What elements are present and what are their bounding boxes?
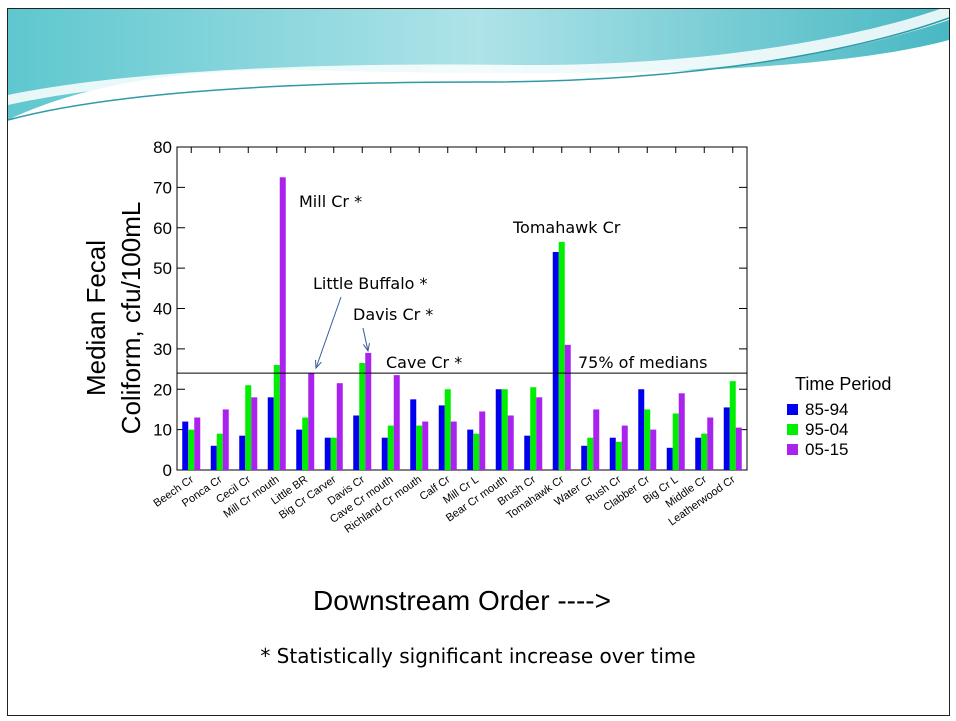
bar-95-04 <box>672 413 679 470</box>
bar-95-04 <box>701 433 708 470</box>
y-tick-label: 10 <box>153 421 172 440</box>
bar-05-15 <box>536 397 543 470</box>
bar-05-15 <box>194 417 201 470</box>
annotation-label: Mill Cr * <box>299 192 362 211</box>
y-axis-title-line1: Median Fecal <box>81 240 111 396</box>
bar-85-94 <box>296 429 303 470</box>
bar-85-94 <box>239 435 246 470</box>
bar-85-94 <box>438 405 445 470</box>
legend-item-label: 85-94 <box>805 400 848 419</box>
annotation-arrow <box>315 296 342 369</box>
plot-frame <box>176 146 748 471</box>
bar-85-94 <box>524 435 531 470</box>
bar-85-94 <box>609 437 616 470</box>
bar-95-04 <box>188 429 195 470</box>
bar-05-15 <box>251 397 258 470</box>
bar-85-94 <box>182 421 189 470</box>
annotation-label: Little Buffalo * <box>313 274 428 293</box>
annotation-arrow <box>362 327 369 352</box>
legend-item-label: 05-15 <box>805 440 848 459</box>
bar-05-15 <box>735 427 742 470</box>
bar-05-15 <box>621 425 628 470</box>
bar-85-94 <box>638 389 645 470</box>
footnote: * Statistically significant increase ove… <box>260 644 696 668</box>
bar-85-94 <box>495 389 502 470</box>
bar-05-15 <box>678 393 685 470</box>
bar-85-94 <box>581 445 588 470</box>
y-tick-label: 0 <box>163 461 172 480</box>
annotation-label: Cave Cr * <box>386 353 462 372</box>
bar-85-94 <box>467 429 474 470</box>
annotation-label: Tomahawk Cr <box>512 218 621 237</box>
bar-95-04 <box>444 389 451 470</box>
bar-85-94 <box>666 447 673 470</box>
bar-95-04 <box>558 241 565 470</box>
y-axis-title-line2: Coliform, cfu/100mL <box>116 202 146 435</box>
annotation-label: Davis Cr * <box>353 305 433 324</box>
legend-swatch <box>787 444 798 455</box>
y-tick-label: 80 <box>153 138 172 157</box>
bar-95-04 <box>302 417 309 470</box>
y-tick-label: 50 <box>153 259 172 278</box>
bar-85-94 <box>723 407 730 470</box>
y-tick-label: 40 <box>153 300 172 319</box>
bar-05-15 <box>308 373 315 470</box>
bar-05-15 <box>450 421 457 470</box>
bar-95-04 <box>273 365 280 470</box>
legend-title: Time Period <box>795 374 891 394</box>
bar-85-94 <box>210 445 217 470</box>
reference-line-label: 75% of medians <box>578 353 707 372</box>
bar-95-04 <box>615 441 622 470</box>
annotation-arrow-head <box>315 359 322 370</box>
y-tick-label: 30 <box>153 340 172 359</box>
bar-95-04 <box>245 385 252 470</box>
bar-05-15 <box>393 375 400 470</box>
bar-05-15 <box>507 415 514 470</box>
bar-95-04 <box>387 425 394 470</box>
bar-05-15 <box>479 411 486 470</box>
bar-85-94 <box>324 437 331 470</box>
bar-05-15 <box>593 409 600 470</box>
bar-05-15 <box>564 344 571 470</box>
bar-05-15 <box>422 421 429 470</box>
bar-05-15 <box>279 177 286 470</box>
y-tick-label: 60 <box>153 219 172 238</box>
bar-05-15 <box>365 352 372 470</box>
header-swoosh-highlight <box>8 9 949 105</box>
bar-85-94 <box>381 437 388 470</box>
bar-95-04 <box>644 409 651 470</box>
bar-95-04 <box>530 387 537 470</box>
bar-85-94 <box>695 437 702 470</box>
legend-swatch <box>787 424 798 435</box>
annotation-arrow-head <box>362 343 370 353</box>
bar-95-04 <box>501 389 508 470</box>
bar-95-04 <box>587 437 594 470</box>
bar-95-04 <box>330 437 337 470</box>
bar-05-15 <box>650 429 657 470</box>
bar-05-15 <box>222 409 229 470</box>
x-axis-title: Downstream Order ----> <box>313 585 611 616</box>
bar-95-04 <box>216 433 223 470</box>
header-swoosh-line <box>7 17 950 121</box>
legend-item-label: 95-04 <box>805 420 848 439</box>
bar-95-04 <box>359 363 366 470</box>
bar-05-15 <box>707 417 714 470</box>
bar-85-94 <box>410 399 417 470</box>
legend-swatch <box>787 404 798 415</box>
bar-95-04 <box>416 425 423 470</box>
bar-85-94 <box>267 397 274 470</box>
y-tick-label: 20 <box>153 380 172 399</box>
bar-05-15 <box>336 383 343 470</box>
bar-85-94 <box>353 415 360 470</box>
bar-95-04 <box>729 381 736 470</box>
y-tick-label: 70 <box>153 178 172 197</box>
bar-85-94 <box>552 251 559 470</box>
header-swoosh <box>8 9 949 120</box>
bar-95-04 <box>473 433 480 470</box>
